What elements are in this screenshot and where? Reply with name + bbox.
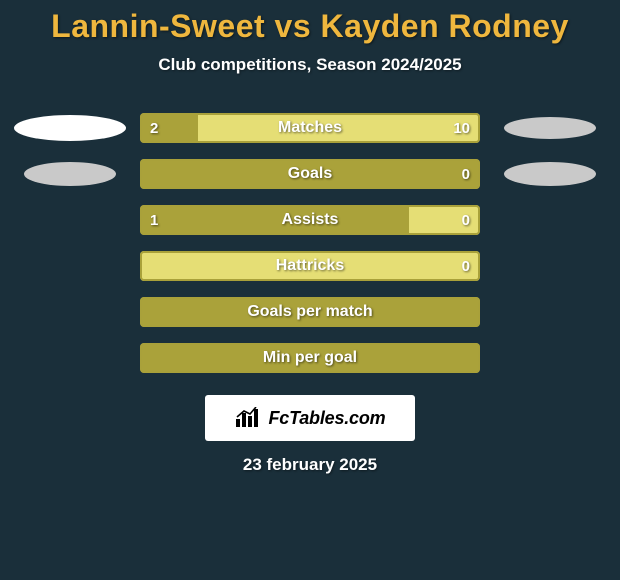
bar-segment-left bbox=[140, 297, 480, 327]
team-logo-placeholder bbox=[504, 162, 596, 186]
stat-row-matches: Matches210 bbox=[0, 105, 620, 151]
date-label: 23 february 2025 bbox=[0, 455, 620, 475]
bar-segment-right bbox=[409, 205, 480, 235]
bar-min-per-goal: Min per goal bbox=[140, 343, 480, 373]
bar-segment-left bbox=[140, 159, 480, 189]
bar-segment-left bbox=[140, 113, 198, 143]
bar-goals-per-match: Goals per match bbox=[140, 297, 480, 327]
page-title: Lannin-Sweet vs Kayden Rodney bbox=[0, 0, 620, 45]
left-team-slot bbox=[0, 151, 140, 197]
bar-segment-left bbox=[140, 343, 480, 373]
stat-row-mpg: Min per goal bbox=[0, 335, 620, 381]
subtitle: Club competitions, Season 2024/2025 bbox=[0, 55, 620, 75]
chart-area: Matches210 Goals0 Assists10 Hattricks0 bbox=[0, 105, 620, 381]
stat-row-gpm: Goals per match bbox=[0, 289, 620, 335]
bar-segment-left bbox=[140, 251, 480, 281]
bar-hattricks: Hattricks0 bbox=[140, 251, 480, 281]
comparison-card: Lannin-Sweet vs Kayden Rodney Club compe… bbox=[0, 0, 620, 580]
team-logo-placeholder bbox=[14, 115, 126, 141]
bar-matches: Matches210 bbox=[140, 113, 480, 143]
bar-chart-icon bbox=[235, 407, 263, 429]
stat-row-goals: Goals0 bbox=[0, 151, 620, 197]
watermark-text: FcTables.com bbox=[269, 408, 386, 429]
watermark-badge: FcTables.com bbox=[205, 395, 415, 441]
bar-goals: Goals0 bbox=[140, 159, 480, 189]
right-team-slot bbox=[480, 105, 620, 151]
left-team-slot bbox=[0, 105, 140, 151]
bar-segment-right bbox=[198, 113, 480, 143]
team-logo-placeholder bbox=[24, 162, 116, 186]
team-logo-placeholder bbox=[504, 117, 596, 139]
stat-row-hattricks: Hattricks0 bbox=[0, 243, 620, 289]
bar-segment-left bbox=[140, 205, 409, 235]
right-team-slot bbox=[480, 151, 620, 197]
bar-assists: Assists10 bbox=[140, 205, 480, 235]
stat-row-assists: Assists10 bbox=[0, 197, 620, 243]
